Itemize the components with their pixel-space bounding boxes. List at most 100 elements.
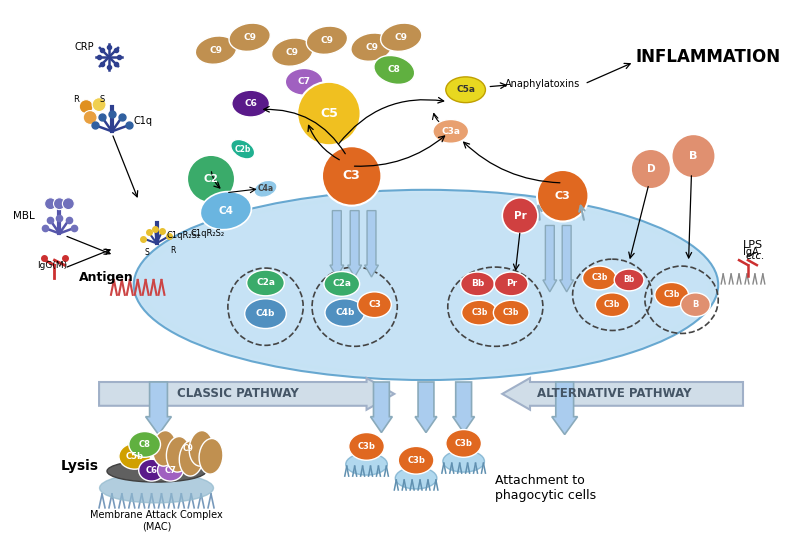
Ellipse shape	[139, 459, 164, 481]
Text: C3b: C3b	[471, 308, 488, 317]
Text: S: S	[144, 248, 149, 257]
Text: C3b: C3b	[663, 290, 680, 299]
Text: C2a: C2a	[256, 278, 275, 288]
Text: C3a: C3a	[442, 127, 460, 136]
Ellipse shape	[446, 429, 481, 457]
Ellipse shape	[398, 447, 434, 474]
Ellipse shape	[493, 300, 529, 325]
FancyArrow shape	[330, 211, 344, 277]
Ellipse shape	[346, 453, 387, 475]
Text: C2a: C2a	[332, 279, 351, 289]
Text: IgG(M): IgG(M)	[37, 261, 67, 269]
Text: B: B	[689, 151, 697, 161]
Text: C5b: C5b	[126, 452, 143, 461]
Ellipse shape	[199, 438, 223, 474]
Ellipse shape	[461, 300, 497, 325]
Circle shape	[79, 100, 93, 114]
Circle shape	[297, 82, 360, 145]
Circle shape	[187, 155, 235, 203]
Ellipse shape	[272, 38, 313, 66]
Circle shape	[92, 98, 106, 112]
Ellipse shape	[381, 23, 422, 51]
Ellipse shape	[179, 440, 203, 476]
Ellipse shape	[245, 299, 286, 328]
Text: C3: C3	[555, 191, 571, 201]
Text: C9: C9	[183, 444, 194, 453]
Ellipse shape	[100, 473, 214, 503]
Ellipse shape	[195, 36, 237, 64]
Ellipse shape	[139, 194, 713, 375]
Ellipse shape	[254, 181, 277, 197]
Ellipse shape	[325, 299, 364, 327]
Text: Antigen: Antigen	[79, 272, 134, 284]
FancyArrow shape	[99, 378, 395, 410]
Text: C4b: C4b	[335, 308, 355, 317]
Text: C1qR₂S₂: C1qR₂S₂	[167, 231, 201, 240]
Text: C3b: C3b	[455, 439, 473, 448]
Text: Anaphylatoxins: Anaphylatoxins	[505, 79, 580, 89]
Ellipse shape	[141, 195, 711, 374]
Circle shape	[631, 149, 671, 189]
FancyArrow shape	[415, 382, 437, 433]
Text: CLASSIC PATHWAY: CLASSIC PATHWAY	[177, 388, 299, 400]
Ellipse shape	[681, 293, 710, 317]
Text: Pr: Pr	[514, 210, 527, 221]
Ellipse shape	[595, 293, 629, 317]
Ellipse shape	[247, 270, 285, 296]
Ellipse shape	[433, 119, 469, 144]
Text: Attachment to
phagocytic cells: Attachment to phagocytic cells	[496, 474, 596, 502]
Text: C7: C7	[164, 466, 176, 475]
Text: C3b: C3b	[407, 456, 425, 465]
Text: C8: C8	[388, 66, 401, 75]
Ellipse shape	[200, 192, 251, 230]
Circle shape	[672, 134, 715, 178]
Text: S: S	[100, 95, 104, 104]
FancyArrow shape	[347, 211, 362, 277]
Text: C3: C3	[368, 300, 381, 309]
FancyArrow shape	[364, 211, 379, 277]
Ellipse shape	[655, 283, 689, 307]
Ellipse shape	[583, 266, 616, 290]
Ellipse shape	[119, 443, 151, 469]
Ellipse shape	[167, 437, 190, 472]
Text: C7: C7	[297, 77, 311, 86]
Text: C6: C6	[146, 466, 158, 475]
Text: IgA: IgA	[743, 247, 759, 257]
FancyArrow shape	[146, 382, 171, 434]
Text: ALTERNATIVE PATHWAY: ALTERNATIVE PATHWAY	[537, 388, 692, 400]
Text: C9: C9	[395, 33, 408, 42]
Ellipse shape	[285, 68, 323, 95]
Text: C3: C3	[343, 169, 360, 183]
Circle shape	[322, 146, 382, 206]
Ellipse shape	[614, 269, 644, 291]
Ellipse shape	[147, 198, 705, 371]
Ellipse shape	[138, 194, 714, 376]
Text: B: B	[693, 300, 699, 309]
FancyArrow shape	[371, 382, 392, 433]
Ellipse shape	[231, 140, 254, 159]
Text: CRP: CRP	[74, 42, 94, 52]
FancyArrow shape	[559, 225, 574, 292]
Ellipse shape	[395, 467, 437, 489]
Text: C9: C9	[365, 43, 378, 52]
Ellipse shape	[374, 56, 414, 84]
Ellipse shape	[461, 272, 494, 296]
Text: MBL: MBL	[13, 210, 35, 221]
Ellipse shape	[324, 272, 359, 296]
Text: Bb: Bb	[471, 279, 484, 289]
Text: C5: C5	[320, 107, 338, 120]
Text: D: D	[646, 164, 655, 174]
Ellipse shape	[129, 432, 160, 457]
FancyArrow shape	[543, 225, 557, 292]
Text: R: R	[171, 246, 176, 254]
Text: C1q: C1q	[134, 116, 153, 126]
Ellipse shape	[136, 193, 716, 377]
FancyArrow shape	[552, 382, 578, 434]
Ellipse shape	[145, 198, 707, 373]
Circle shape	[83, 110, 97, 124]
Text: C3b: C3b	[591, 273, 607, 283]
Circle shape	[502, 198, 538, 233]
Ellipse shape	[189, 431, 213, 466]
Text: C2b: C2b	[234, 145, 251, 153]
Circle shape	[537, 170, 588, 221]
